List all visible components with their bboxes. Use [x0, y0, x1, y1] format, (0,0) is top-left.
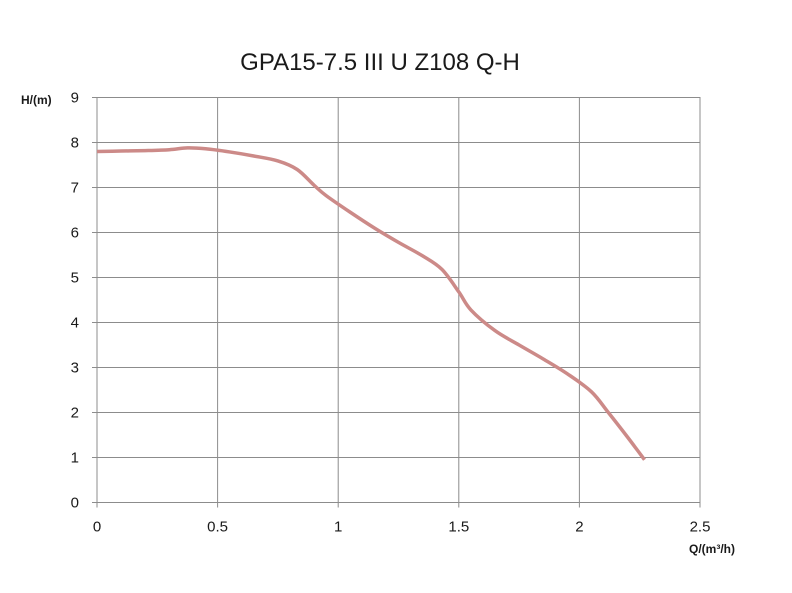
y-tick-label: 1 [71, 450, 79, 467]
y-tick-label: 4 [71, 315, 79, 332]
series-group [96, 146, 646, 461]
x-axis-ticks: 0 0.5 1 1.5 2 2.5 [93, 519, 711, 536]
y-tick-label: 9 [71, 90, 79, 107]
y-tick-label: 0 [71, 495, 79, 512]
x-tick-label: 2 [575, 519, 583, 536]
y-tick-label: 3 [71, 360, 79, 377]
y-tick-label: 5 [71, 270, 79, 287]
y-axis-ticks: 0 1 2 3 4 5 6 7 8 9 [71, 90, 79, 512]
x-axis-label: Q/(m³/h) [689, 542, 735, 556]
x-tick-label: 0 [93, 519, 101, 536]
y-tick-label: 7 [71, 180, 79, 197]
x-tick-label: 2.5 [690, 519, 711, 536]
y-axis-label: H/(m) [21, 93, 52, 107]
x-tick-label: 1 [334, 519, 342, 536]
y-tick-label: 8 [71, 135, 79, 152]
x-tick-label: 0.5 [207, 519, 228, 536]
y-tick-label: 2 [71, 405, 79, 422]
y-tick-label: 6 [71, 225, 79, 242]
x-tick-label: 1.5 [448, 519, 469, 536]
chart-title: GPA15-7.5 III U Z108 Q-H [240, 49, 520, 76]
q-h-curve [96, 146, 646, 461]
grid-lines [92, 97, 701, 508]
plot-area-frame [96, 97, 701, 503]
